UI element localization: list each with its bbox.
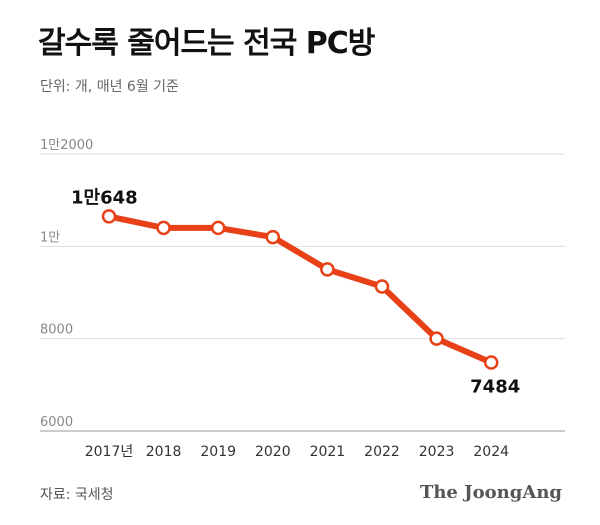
data-point xyxy=(374,279,390,294)
data-label: 7484 xyxy=(470,376,520,397)
y-tick-label: 8000 xyxy=(40,323,73,338)
x-tick-label: 2022 xyxy=(364,444,400,460)
data-point xyxy=(320,262,335,277)
data-point xyxy=(156,220,171,236)
x-tick-label: 2020 xyxy=(255,444,291,460)
chart-title: 갈수록 줄어드는 전국 PC방 xyxy=(38,26,375,61)
data-point xyxy=(265,229,281,245)
x-tick-label: 2021 xyxy=(310,444,346,460)
x-tick-label: 2024 xyxy=(473,444,509,460)
x-tick-label: 2019 xyxy=(200,444,236,460)
source-note: 자료: 국세청 xyxy=(40,487,114,503)
data-point xyxy=(429,331,444,346)
series-line xyxy=(106,213,495,366)
data-point xyxy=(483,355,499,370)
data-point xyxy=(101,209,117,224)
data-label: 1만648 xyxy=(71,187,138,208)
x-tick-label: 2023 xyxy=(419,444,455,460)
x-tick-label: 2017년 xyxy=(85,444,134,460)
y-tick-label: 6000 xyxy=(40,415,73,430)
y-tick-label: 1만 xyxy=(40,230,60,245)
x-tick-label: 2018 xyxy=(146,444,182,460)
unit-note: 단위: 개, 매년 6월 기준 xyxy=(40,79,179,95)
data-point xyxy=(210,220,226,236)
brand-logo: The JoongAng xyxy=(419,482,562,503)
y-tick-label: 1만2000 xyxy=(40,138,93,153)
